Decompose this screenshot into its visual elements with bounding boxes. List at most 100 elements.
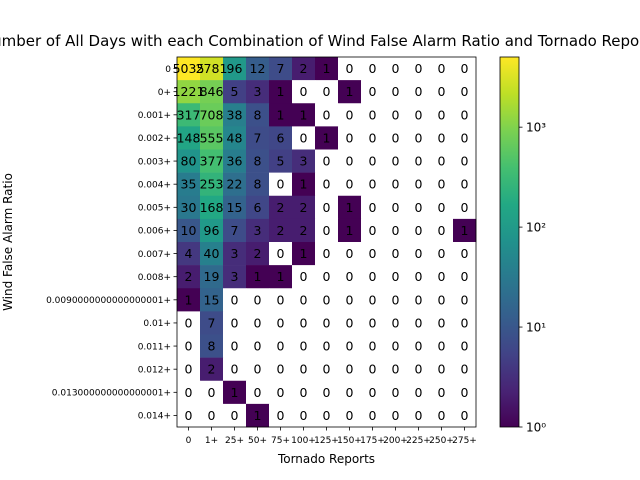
cell-value-label: 36 xyxy=(227,154,243,169)
heatmap-cell xyxy=(407,103,431,127)
heatmap-cell xyxy=(200,380,224,405)
heatmap-cell xyxy=(453,149,477,173)
heatmap-cell xyxy=(315,311,339,335)
cell-value-label: 0 xyxy=(461,246,469,261)
cell-value-label: 3 xyxy=(254,84,262,99)
cell-value-label: 10 xyxy=(181,223,197,238)
heatmap-cell xyxy=(338,103,362,127)
x-axis-label: Tornado Reports xyxy=(277,452,375,466)
cell-value-label: 0 xyxy=(438,84,446,99)
heatmap-cell xyxy=(338,195,362,220)
cell-value-label: 2 xyxy=(300,61,308,76)
cell-value-label: 0 xyxy=(323,154,331,169)
cell-value-label: 708 xyxy=(200,107,224,122)
heatmap-cell xyxy=(430,126,454,150)
heatmap-cell xyxy=(223,265,247,289)
cell-value-label: 0 xyxy=(231,362,239,377)
heatmap-cell xyxy=(200,195,224,220)
heatmap-cell xyxy=(177,80,201,104)
heatmap-cell xyxy=(200,149,224,173)
cell-value-label: 0 xyxy=(461,200,469,215)
heatmap-cell xyxy=(292,57,316,81)
x-tick-label: 50+ xyxy=(248,436,267,446)
cell-value-label: 8 xyxy=(254,107,262,122)
heatmap-cell xyxy=(361,288,385,312)
cell-value-label: 1 xyxy=(323,130,331,145)
y-axis-ticks: 0 0+ 0.001+ 0.002+ 0.003+ 0.004+ 0.005+ 0.006+ 0… xyxy=(46,65,177,422)
heatmap-cell xyxy=(384,57,408,81)
heatmap-cell xyxy=(315,149,339,173)
heatmap-cell xyxy=(361,218,385,243)
cell-value-label: 6 xyxy=(277,130,285,145)
cell-value-label: 0 xyxy=(369,339,377,354)
cell-value-label: 0 xyxy=(254,339,262,354)
heatmap-cell xyxy=(384,80,408,104)
cell-value-label: 96 xyxy=(227,61,243,76)
cell-value-label: 19 xyxy=(204,269,220,284)
heatmap-cell xyxy=(407,242,431,266)
cell-value-label: 2 xyxy=(254,246,262,261)
cell-value-label: 0 xyxy=(323,408,331,423)
heatmap-cell xyxy=(200,265,224,289)
cell-value-label: 0 xyxy=(346,292,354,307)
heatmap-cell xyxy=(430,103,454,127)
cell-value-label: 22 xyxy=(227,177,243,192)
heatmap-cell xyxy=(430,195,454,220)
heatmap-cell xyxy=(246,380,270,405)
heatmap-cell xyxy=(292,265,316,289)
heatmap-cell xyxy=(177,334,201,358)
heatmap-cell xyxy=(292,334,316,358)
x-tick-label: 250+ xyxy=(429,436,454,446)
cell-value-label: 0 xyxy=(415,177,423,192)
heatmap-cell xyxy=(246,218,270,243)
cell-value-label: 0 xyxy=(438,154,446,169)
cell-value-label: 1 xyxy=(461,223,469,238)
heatmap-cells xyxy=(177,57,477,428)
heatmap-cell xyxy=(338,172,362,197)
cell-value-label: 0 xyxy=(415,269,423,284)
heatmap-cell xyxy=(200,288,224,312)
heatmap-cell xyxy=(453,103,477,127)
colorbar-tick-label: 10¹ xyxy=(526,321,546,335)
cell-value-label: 1 xyxy=(185,292,193,307)
heatmap-cell xyxy=(430,288,454,312)
heatmap-cell xyxy=(453,311,477,335)
cell-value-label: 1 xyxy=(277,84,285,99)
heatmap-cell xyxy=(361,242,385,266)
heatmap-cell xyxy=(453,242,477,266)
cell-value-label: 0 xyxy=(415,200,423,215)
y-tick-label: 0.005+ xyxy=(138,204,171,214)
cell-value-label: 0 xyxy=(461,61,469,76)
cell-value-label: 0 xyxy=(346,315,354,330)
heatmap-cell xyxy=(430,265,454,289)
heatmap-cell xyxy=(315,288,339,312)
heatmap-cell xyxy=(315,334,339,358)
cell-value-label: 7 xyxy=(254,130,262,145)
heatmap-cell xyxy=(269,311,293,335)
cell-value-label: 0 xyxy=(323,269,331,284)
heatmap-cell xyxy=(384,195,408,220)
y-tick-label: 0.0090000000000000001+ xyxy=(46,296,171,306)
heatmap-cell xyxy=(269,103,293,127)
cell-value-label: 0 xyxy=(208,385,216,400)
heatmap-cell xyxy=(200,311,224,335)
cell-value-label: 0 xyxy=(323,200,331,215)
cell-value-label: 0 xyxy=(300,130,308,145)
heatmap-cell xyxy=(269,149,293,173)
x-tick-label: 150+ xyxy=(337,436,362,446)
heatmap-cell xyxy=(177,57,201,81)
heatmap-cell xyxy=(292,403,316,428)
heatmap-cell xyxy=(223,357,247,382)
heatmap-cell xyxy=(384,334,408,358)
cell-value-label: 0 xyxy=(300,315,308,330)
heatmap-cell xyxy=(430,172,454,197)
cell-value-label: 0 xyxy=(369,200,377,215)
cell-value-label: 0 xyxy=(461,339,469,354)
y-tick-label: 0.002+ xyxy=(138,134,171,144)
cell-value-label: 0 xyxy=(369,408,377,423)
cell-value-label: 5 xyxy=(277,154,285,169)
cell-value-label: 0 xyxy=(438,107,446,122)
heatmap-cell xyxy=(223,80,247,104)
heatmap-cell xyxy=(223,380,247,405)
cell-value-label: 35 xyxy=(181,177,197,192)
